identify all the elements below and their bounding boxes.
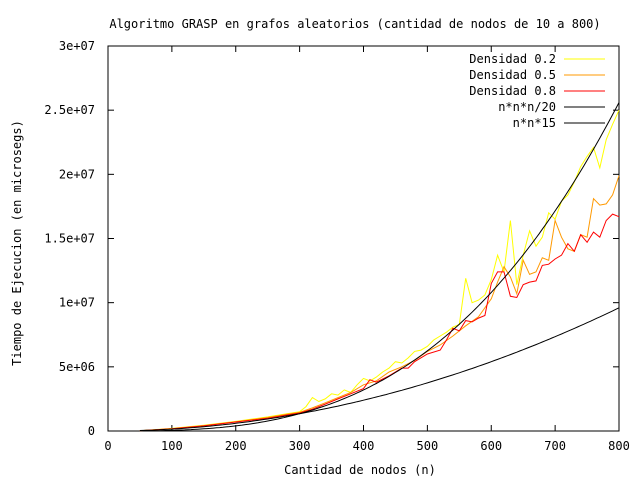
legend-label-3: Densidad 0.8 bbox=[469, 84, 556, 98]
x-axis-label: Cantidad de nodos (n) bbox=[284, 463, 436, 477]
y-axis-label: Tiempo de Ejecucion (en microsegs) bbox=[10, 120, 24, 366]
y-tick-label: 2.5e+07 bbox=[44, 103, 95, 117]
y-tick-label: 0 bbox=[88, 424, 95, 438]
series-line-5 bbox=[139, 307, 620, 431]
x-tick-label: 800 bbox=[608, 439, 630, 453]
legend-label-1: Densidad 0.2 bbox=[469, 52, 556, 66]
x-axis-ticks: 0 100 200 300 400 500 600 700 800 bbox=[104, 46, 630, 453]
x-tick-label: 600 bbox=[480, 439, 502, 453]
y-tick-label: 2e+07 bbox=[59, 167, 95, 181]
x-tick-label: 100 bbox=[161, 439, 183, 453]
x-tick-label: 400 bbox=[353, 439, 375, 453]
y-tick-label: 5e+06 bbox=[59, 360, 95, 374]
chart-title: Algoritmo GRASP en grafos aleatorios (ca… bbox=[109, 17, 600, 31]
series-layer bbox=[139, 102, 620, 432]
legend-label-4: n*n*n/20 bbox=[498, 100, 556, 114]
y-tick-label: 3e+07 bbox=[59, 39, 95, 53]
legend-label-2: Densidad 0.5 bbox=[469, 68, 556, 82]
x-tick-label: 0 bbox=[104, 439, 111, 453]
legend-label-5: n*n*15 bbox=[513, 116, 556, 130]
x-tick-label: 500 bbox=[417, 439, 439, 453]
legend: Densidad 0.2 Densidad 0.5 Densidad 0.8 n*n*… bbox=[469, 52, 605, 130]
series-line-2 bbox=[139, 175, 620, 432]
y-tick-label: 1e+07 bbox=[59, 296, 95, 310]
series-line-1 bbox=[139, 109, 620, 432]
y-axis-ticks: 0 5e+06 1e+07 1.5e+07 2e+07 2.5e+07 3e+07 bbox=[44, 39, 619, 438]
y-tick-label: 1.5e+07 bbox=[44, 232, 95, 246]
x-tick-label: 200 bbox=[225, 439, 247, 453]
x-tick-label: 300 bbox=[289, 439, 311, 453]
x-tick-label: 700 bbox=[544, 439, 566, 453]
series-line-3 bbox=[139, 213, 620, 432]
series-line-4 bbox=[139, 102, 620, 432]
